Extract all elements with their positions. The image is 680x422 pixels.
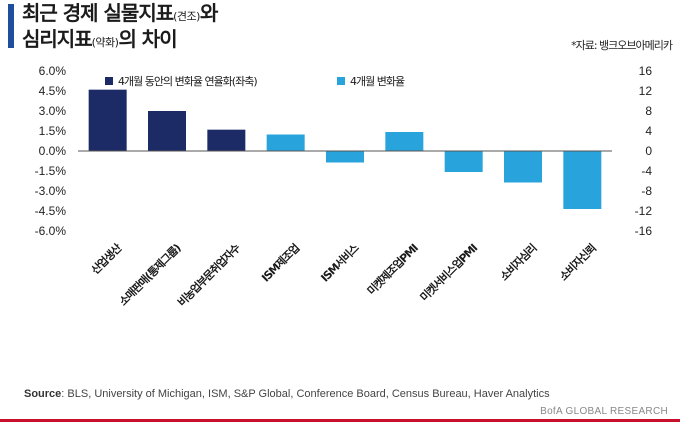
footer-source-text: : BLS, University of Michigan, ISM, S&P … [61, 388, 550, 400]
right-axis-tick-label: 16 [639, 64, 653, 78]
title-line-1-main: 최근 경제 실물지표 [22, 1, 174, 25]
footer-source-label: Source [24, 388, 62, 400]
bar-four-month [504, 151, 542, 183]
title-line-1-end: 와 [199, 1, 218, 25]
footer-source: Source: BLS, University of Michigan, ISM… [24, 388, 550, 400]
left-axis-tick-label: -4.5% [35, 204, 67, 218]
title-line-2-end: 의 차이 [118, 27, 177, 51]
bar-chart: 6.0% 4.5% 3.0% 1.5% 0.0% -1.5% -3.0% -4.5% -6.0%… [35, 64, 653, 310]
category-label: 산업생산 [88, 241, 124, 277]
chart-title: 최근 경제 실물지표(견조)와 심리지표(약화)의 차이 [22, 1, 218, 54]
bar-four-month [385, 132, 424, 151]
right-axis-tick-label: -16 [635, 224, 653, 238]
left-axis-tick-label: -1.5% [35, 164, 67, 178]
right-axis-tick-label: 0 [645, 144, 652, 158]
bar-four-month [563, 151, 602, 209]
bar-four-month [444, 151, 483, 172]
left-axis-tick-label: 3.0% [39, 104, 67, 118]
left-axis-tick-label: 4.5% [39, 84, 67, 98]
bar-annualized [207, 129, 246, 151]
left-axis-tick-label: -6.0% [35, 224, 67, 238]
right-axis-tick-label: 12 [639, 84, 653, 98]
legend-label-four-month: 4개월 변화율 [350, 75, 405, 88]
bar-annualized [88, 89, 127, 151]
right-axis-tick-label: -8 [641, 184, 652, 198]
legend-swatch-four-month [337, 77, 345, 85]
right-axis-tick-label: 4 [645, 124, 652, 138]
category-label: 미켓서비스업PMI [417, 241, 480, 304]
right-axis-tick-label: -12 [635, 204, 653, 218]
category-label: ISM서비스 [318, 241, 362, 285]
title-line-2-small: (약화) [91, 36, 119, 49]
bar-four-month [326, 151, 364, 163]
right-axis-tick-label: 8 [645, 104, 652, 118]
left-axis-tick-label: 0.0% [39, 144, 67, 158]
data-source-label: *자료: 뱅크오브아메리카 [571, 39, 673, 52]
title-line-2: 심리지표(약화)의 차이 [22, 28, 217, 54]
footer-brand: BofA GLOBAL RESEARCH [540, 406, 668, 417]
title-line-1-small: (견조) [173, 10, 200, 23]
title-accent-bar [8, 4, 14, 48]
footer-divider [0, 419, 680, 422]
left-axis-tick-label: 6.0% [39, 64, 67, 78]
category-label: 소비자신뢰 [556, 241, 598, 283]
category-label: 소비자심리 [497, 241, 539, 283]
left-axis-tick-label: 1.5% [39, 124, 67, 138]
right-axis-tick-label: -4 [641, 164, 652, 178]
left-axis-tick-label: -3.0% [35, 184, 67, 198]
title-line-1: 최근 경제 실물지표(견조)와 [22, 1, 218, 28]
category-label: 비농업부문취업자수 [175, 241, 244, 310]
category-label: ISM제조업 [258, 241, 301, 284]
legend-swatch-annualized [105, 77, 113, 85]
bar-annualized [148, 111, 186, 151]
category-label: 미켓제조업PMI [364, 241, 421, 298]
bar-four-month [266, 134, 305, 151]
category-label: 소매판매(통제그룹) [116, 241, 184, 309]
title-line-2-main: 심리지표 [22, 27, 93, 51]
legend-label-annualized: 4개월 동안의 변화율 연율화(좌축) [118, 75, 257, 88]
